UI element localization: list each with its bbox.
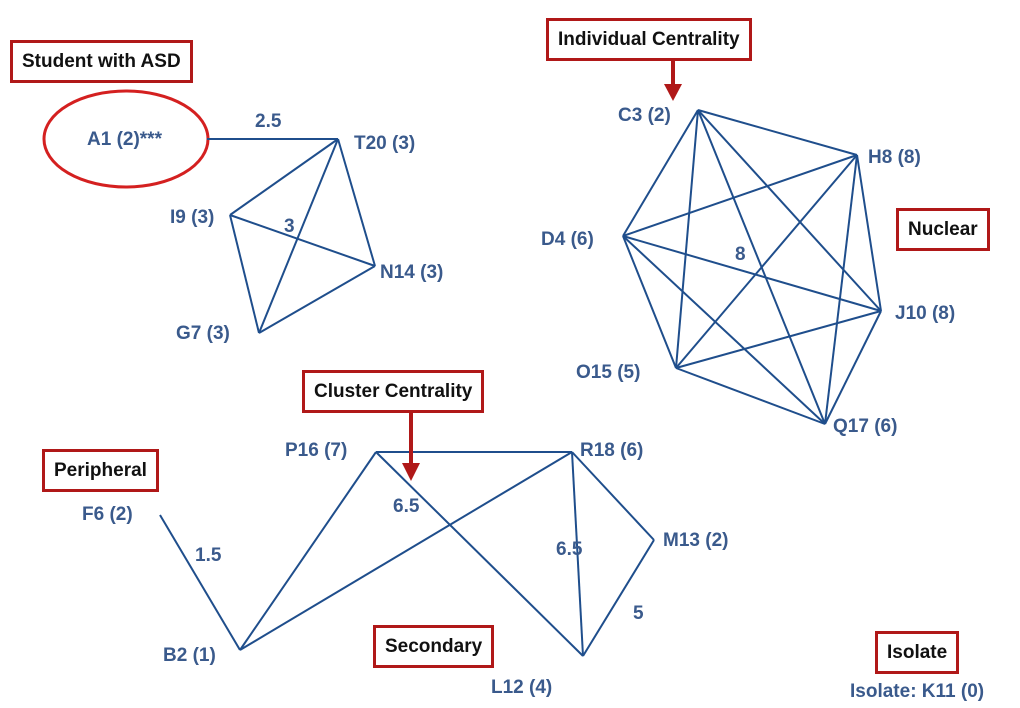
cluster-small-edges bbox=[207, 138, 376, 334]
node-p16: P16 (7) bbox=[285, 440, 348, 461]
callout-individual-centrality: Individual Centrality bbox=[546, 18, 752, 61]
edge-d4-o15 bbox=[622, 235, 677, 369]
edge-c3-o15 bbox=[675, 109, 699, 369]
edge-r18-l12 bbox=[571, 451, 584, 657]
edge-c3-j10 bbox=[697, 109, 882, 312]
edge-t20-i9 bbox=[229, 138, 339, 216]
cluster-centrality-arrow bbox=[402, 410, 420, 481]
node-r18: R18 (6) bbox=[580, 440, 644, 461]
edge-p16-l12 bbox=[375, 451, 584, 657]
callout-student-asd: Student with ASD bbox=[10, 40, 193, 83]
edge-c3-h8 bbox=[697, 109, 858, 156]
weight-f6-b2: 1.5 bbox=[195, 545, 222, 566]
weight-a1-t20: 2.5 bbox=[255, 111, 282, 132]
weight-p16-r18: 6.5 bbox=[393, 496, 420, 517]
edge-t20-n14 bbox=[337, 138, 376, 267]
node-g7: G7 (3) bbox=[176, 323, 230, 344]
callout-cluster-centrality: Cluster Centrality bbox=[302, 370, 485, 413]
edge-i9-g7 bbox=[229, 214, 260, 334]
node-a1: A1 (2)*** bbox=[87, 129, 162, 150]
edge-j10-o15 bbox=[675, 310, 882, 369]
weight-small-cluster: 3 bbox=[284, 216, 295, 237]
edge-f6-b2 bbox=[159, 514, 241, 651]
node-m13: M13 (2) bbox=[663, 530, 729, 551]
edge-d4-j10 bbox=[622, 235, 882, 312]
edge-d4-q17 bbox=[622, 235, 826, 425]
edge-h8-j10 bbox=[856, 154, 882, 312]
weight-m13-l12: 5 bbox=[633, 603, 644, 624]
node-b2: B2 (1) bbox=[163, 645, 216, 666]
individual-centrality-arrow bbox=[664, 57, 682, 101]
edge-m13-l12 bbox=[582, 539, 655, 657]
callout-secondary: Secondary bbox=[373, 625, 495, 668]
edge-o15-q17 bbox=[675, 367, 826, 425]
edge-c3-d4 bbox=[622, 109, 699, 237]
node-n14: N14 (3) bbox=[380, 262, 444, 283]
edge-r18-b2 bbox=[239, 451, 573, 651]
callout-isolate: Isolate bbox=[875, 631, 960, 674]
weight-r18-l12: 6.5 bbox=[556, 539, 583, 560]
node-t20: T20 (3) bbox=[354, 133, 416, 154]
node-q17: Q17 (6) bbox=[833, 416, 898, 437]
edge-h8-o15 bbox=[675, 154, 858, 369]
edge-h8-q17 bbox=[824, 154, 858, 425]
node-l12: L12 (4) bbox=[491, 677, 553, 698]
node-f6: F6 (2) bbox=[82, 504, 133, 525]
nuclear-edges bbox=[622, 109, 882, 425]
edge-h8-d4 bbox=[622, 154, 858, 237]
edge-t20-g7 bbox=[258, 138, 339, 334]
edge-j10-q17 bbox=[824, 310, 882, 425]
edge-p16-b2 bbox=[239, 451, 377, 651]
lower-edges bbox=[159, 451, 655, 657]
edge-i9-n14 bbox=[229, 214, 376, 267]
node-j10: J10 (8) bbox=[895, 303, 956, 324]
node-o15: O15 (5) bbox=[576, 362, 641, 383]
node-i9: I9 (3) bbox=[170, 207, 215, 228]
node-h8: H8 (8) bbox=[868, 147, 921, 168]
node-d4: D4 (6) bbox=[541, 229, 594, 250]
edge-r18-m13 bbox=[571, 451, 655, 541]
edge-n14-g7 bbox=[258, 265, 376, 334]
callout-nuclear: Nuclear bbox=[896, 208, 990, 251]
isolate-caption: Isolate: K11 (0) bbox=[850, 681, 985, 702]
callout-peripheral: Peripheral bbox=[42, 449, 159, 492]
node-c3: C3 (2) bbox=[618, 105, 671, 126]
weight-nuclear: 8 bbox=[735, 244, 746, 265]
